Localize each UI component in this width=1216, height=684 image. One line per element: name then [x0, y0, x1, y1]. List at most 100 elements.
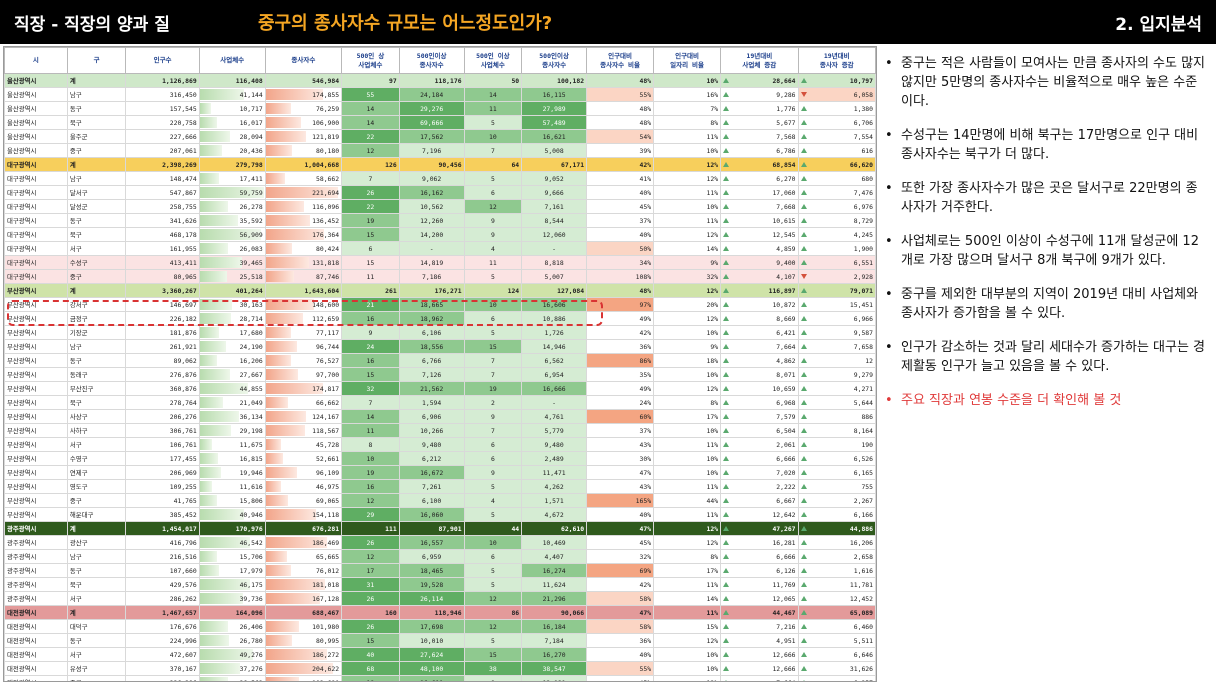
section-title: 직장 - 직장의 양과 질 — [14, 15, 170, 35]
bar-value: 15,706 — [239, 552, 263, 561]
increase-arrow-icon — [723, 106, 730, 111]
bar-value: 186,272 — [312, 650, 340, 659]
table-cell: 7,554 — [797, 129, 876, 144]
table-cell: 10 — [463, 535, 523, 550]
table-cell: 148,600 — [264, 297, 343, 312]
table-cell: 6,551 — [797, 255, 876, 270]
change-value: 79,071 — [849, 286, 873, 295]
table-cell: 4,672 — [521, 507, 588, 522]
increase-arrow-icon — [723, 666, 730, 671]
table-cell: 6 — [463, 549, 523, 564]
change-value: 8,164 — [853, 426, 873, 435]
change-value: 66,620 — [849, 160, 873, 169]
table-cell: 울주군 — [66, 129, 127, 144]
note-item: • 또한 가장 종사자수가 많은 곳은 달서구로 22만명의 종사자가 거주한다. — [883, 179, 1209, 217]
table-cell: 157,545 — [125, 101, 200, 116]
change-value: 8,071 — [776, 370, 796, 379]
table-cell: 부산광역시 — [4, 297, 68, 312]
increase-arrow-icon — [800, 456, 807, 461]
bar-value: 46,975 — [316, 482, 340, 491]
table-cell: 11% — [653, 507, 722, 522]
increase-arrow-icon — [800, 316, 807, 321]
data-bar — [200, 397, 223, 408]
increase-arrow-icon — [800, 218, 807, 223]
note-text: 중구는 적은 사람들이 모여사는 만큼 종사자의 수도 많지 않지만 5만명의 … — [901, 56, 1206, 109]
table-cell: 15,806 — [198, 493, 266, 508]
table-cell: 16 — [341, 353, 400, 368]
table-cell: 261,921 — [125, 339, 200, 354]
table-cell: 계 — [66, 283, 127, 298]
increase-arrow-icon — [800, 652, 807, 657]
table-cell: 11% — [653, 185, 722, 200]
table-cell: 동구 — [66, 633, 127, 648]
table-cell: 북구 — [66, 395, 127, 410]
table-cell: 1,594 — [398, 395, 465, 410]
increase-arrow-icon — [800, 344, 807, 349]
table-cell: 385,452 — [125, 507, 200, 522]
table-cell: 118,567 — [264, 423, 343, 438]
table-cell: 12 — [797, 353, 876, 368]
column-header: 19년대비 사업체 증감 — [720, 47, 799, 74]
table-cell: 7 — [463, 367, 523, 382]
data-bar — [266, 481, 282, 492]
table-cell: 5 — [463, 171, 523, 186]
table-cell: 42% — [586, 577, 655, 592]
table-cell: 6,212 — [398, 451, 465, 466]
bar-value: 56,909 — [239, 230, 263, 239]
table-cell: 15,706 — [198, 549, 266, 564]
chapter-label: 2. 입지분석 — [1115, 15, 1202, 35]
note-item: • 중구는 적은 사람들이 모여사는 만큼 종사자의 수도 많지 않지만 5만명의… — [883, 54, 1209, 111]
table-cell: 26 — [341, 535, 400, 550]
table-cell: 62,610 — [521, 521, 588, 536]
change-value: 6,666 — [776, 552, 796, 561]
bar-value: 25,518 — [239, 272, 263, 281]
table-cell: 6,100 — [398, 493, 465, 508]
increase-arrow-icon — [723, 638, 730, 643]
table-cell: 97% — [586, 297, 655, 312]
change-value: 6,058 — [853, 90, 873, 99]
table-cell: 11,781 — [797, 577, 876, 592]
table-cell: 6,165 — [797, 465, 876, 480]
table-cell: 41% — [586, 171, 655, 186]
table-cell: 4,271 — [797, 381, 876, 396]
increase-arrow-icon — [800, 162, 807, 167]
table-cell: 14% — [653, 591, 722, 606]
table-cell: 190 — [797, 437, 876, 452]
table-cell: 27,624 — [398, 647, 465, 662]
table-row: 울산광역시 중구 207,061 20,436 80,180 12 7,196 7 5,008 3… — [4, 143, 876, 158]
table-cell: 68 — [341, 661, 400, 676]
table-cell: 9,666 — [521, 185, 588, 200]
bar-value: 37,276 — [239, 664, 263, 673]
table-cell: 17% — [653, 409, 722, 424]
data-bar — [200, 257, 243, 268]
table-cell: 1,776 — [720, 101, 799, 116]
table-cell: 15 — [341, 367, 400, 382]
table-cell: 26 — [341, 619, 400, 634]
note-text: 사업체로는 500인 이상이 수성구에 11개 달성군에 12개로 가장 많으며… — [901, 234, 1199, 268]
data-bar — [200, 89, 245, 100]
table-cell: 56,909 — [198, 227, 266, 242]
table-cell: 17,680 — [198, 325, 266, 340]
data-bar — [200, 565, 220, 576]
table-cell: 39% — [586, 143, 655, 158]
increase-arrow-icon — [800, 78, 807, 83]
table-cell: 14% — [653, 241, 722, 256]
table-cell: 울산광역시 — [4, 129, 68, 144]
change-value: 7,664 — [776, 342, 796, 351]
increase-arrow-icon — [800, 624, 807, 629]
increase-arrow-icon — [723, 652, 730, 657]
table-cell: 66,620 — [797, 157, 876, 172]
table-cell: 19 — [341, 465, 400, 480]
bar-value: 16,815 — [239, 454, 263, 463]
bar-value: 46,175 — [239, 580, 263, 589]
bar-value: 52,661 — [316, 454, 340, 463]
table-cell: 32% — [653, 269, 722, 284]
table-cell: 12% — [653, 311, 722, 326]
table-cell: 161,955 — [125, 241, 200, 256]
table-cell: 16,557 — [398, 535, 465, 550]
table-cell: 대구광역시 — [4, 199, 68, 214]
table-total-row: 광주광역시 계 1,454,017 170,976 676,281 111 87,901 44… — [4, 521, 876, 536]
table-cell: 10,266 — [398, 423, 465, 438]
table-cell: 광주광역시 — [4, 535, 68, 550]
table-cell: 46,175 — [198, 577, 266, 592]
